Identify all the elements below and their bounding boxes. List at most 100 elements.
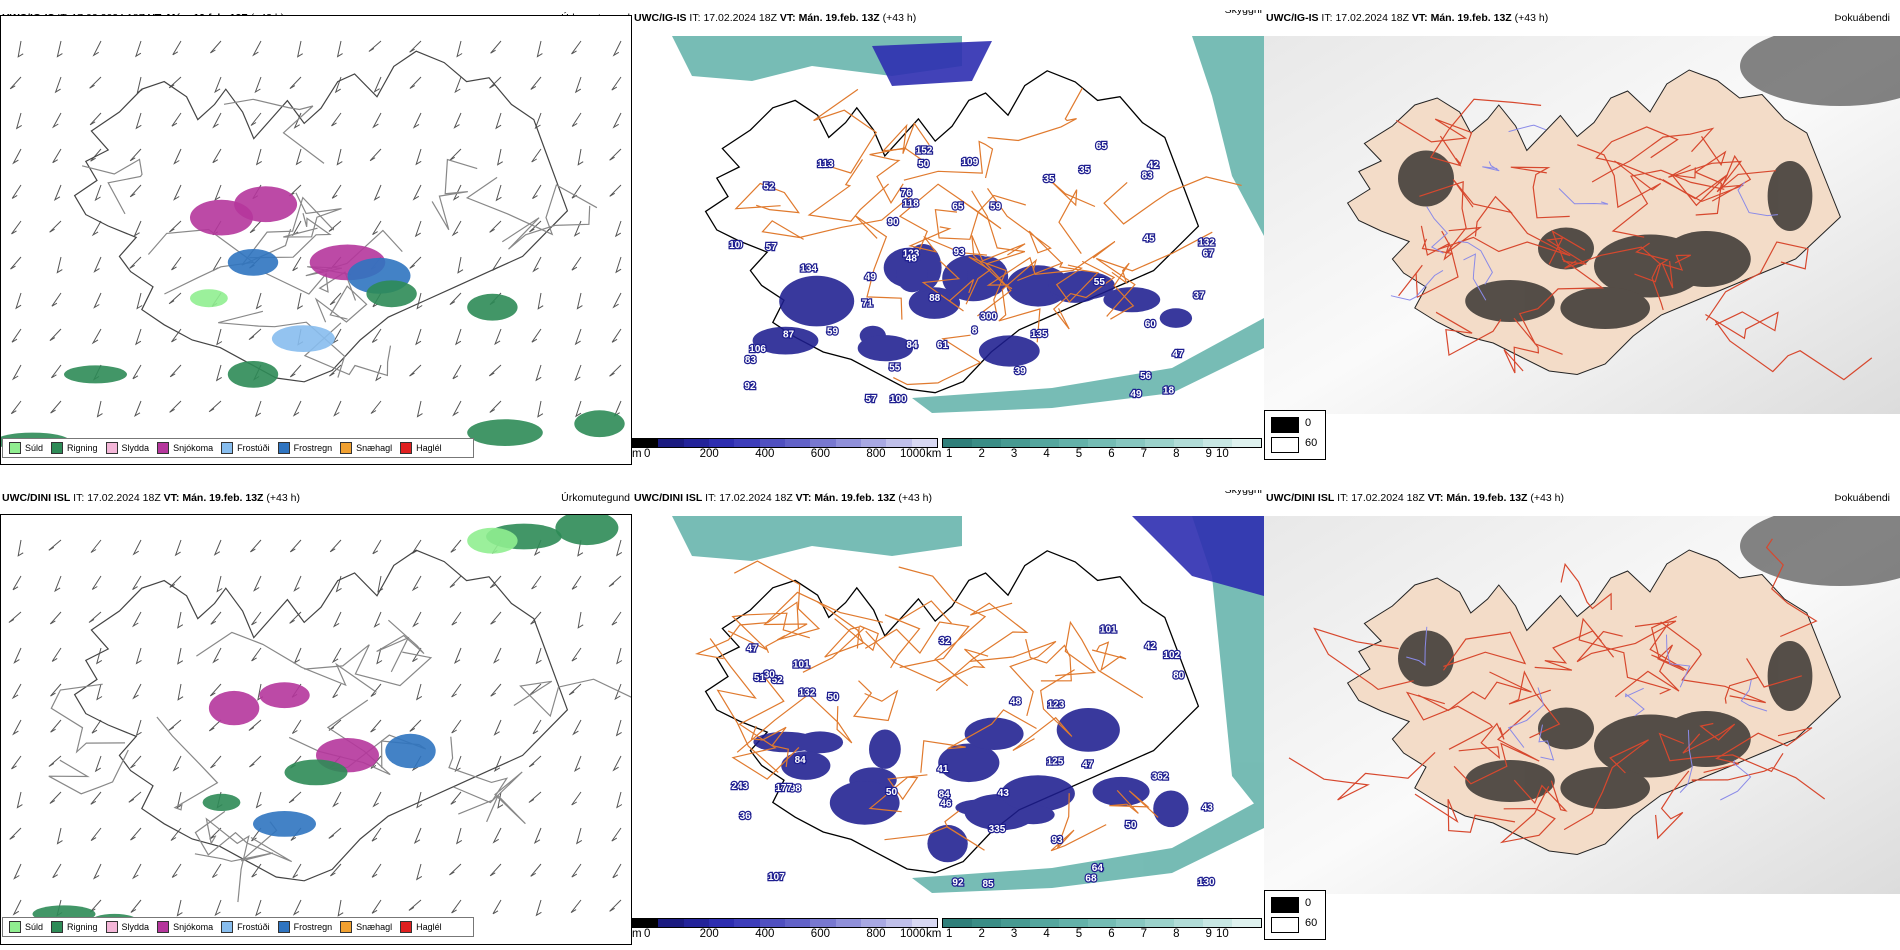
wind-barb [571, 112, 582, 127]
wind-barb [15, 292, 22, 310]
wind-barb [452, 184, 462, 201]
colorbar-segment [835, 439, 861, 447]
scale-tick-label: 400 [755, 928, 775, 940]
precip-area [467, 293, 518, 321]
visibility-value-label: 98 [790, 783, 802, 794]
visibility-value-label: 55 [889, 362, 901, 373]
road [986, 241, 1116, 286]
wind-barb [573, 220, 582, 237]
fog-label-60: 60 [1305, 437, 1318, 449]
wind-barb [331, 112, 342, 127]
road [1436, 208, 1571, 257]
visibility-colorbar-km [942, 438, 1262, 448]
road [453, 771, 526, 825]
road [1724, 658, 1802, 704]
visibility-value-label: 71 [862, 298, 874, 309]
low-visibility-patch [1001, 775, 1075, 812]
wind-barb [409, 256, 422, 269]
wind-barb [373, 184, 382, 201]
road [1564, 246, 1662, 283]
wind-barb [489, 400, 502, 413]
wind-barb [251, 647, 262, 662]
wind-barb [577, 539, 584, 557]
scale-unit-km: km [926, 928, 942, 940]
visibility-value-label: 57 [865, 394, 877, 405]
wind-barb [292, 863, 302, 879]
wind-barb [249, 755, 262, 768]
road [448, 736, 509, 815]
scale-tick-label: 4 [1043, 928, 1050, 940]
legend-swatch [9, 442, 21, 454]
wind-barb [168, 719, 182, 731]
road [864, 621, 970, 669]
scale-tick-label: 1000 [900, 928, 926, 940]
colorbar-segment [633, 919, 659, 927]
colorbar-segment [1174, 439, 1204, 447]
legend-label: Snjókoma [173, 443, 214, 453]
wind-barb [130, 755, 142, 769]
wind-barb [171, 328, 182, 343]
visibility-value-label: 50 [828, 692, 840, 703]
wind-barb [173, 148, 182, 165]
wind-barb [334, 76, 342, 94]
wind-barb [449, 292, 462, 306]
wind-barb [575, 827, 583, 845]
low-visibility-patch [1056, 708, 1120, 752]
wind-barb [574, 364, 582, 382]
visibility-value-label: 130 [1198, 877, 1215, 888]
river [1482, 161, 1500, 172]
legend-label: Snæhagl [356, 443, 393, 453]
road [761, 194, 912, 240]
visibility-value-label: 55 [1094, 277, 1106, 288]
visibility-value-label: 48 [906, 253, 918, 264]
wind-barb [52, 148, 62, 164]
sea-fog-area [912, 798, 1264, 893]
wind-barb [177, 647, 184, 665]
map-background [1, 515, 631, 944]
wind-barb [488, 364, 502, 377]
low-visibility-patch [964, 717, 1024, 750]
wind-barb [612, 755, 622, 772]
wind-barb [532, 256, 542, 273]
wind-barb [413, 827, 422, 845]
wind-barb [371, 899, 382, 914]
wind-barb [215, 364, 222, 382]
scale-tick-label: 10 [1216, 928, 1229, 940]
legend-label: Súld [25, 443, 44, 453]
legend-label: Frostregn [293, 922, 333, 932]
colorbar-segment [1232, 439, 1261, 447]
legend-swatch [9, 921, 21, 933]
road [303, 322, 392, 377]
wind-barb [216, 575, 223, 593]
road [802, 618, 879, 673]
visibility-value-label: 45 [1143, 234, 1155, 245]
precip-areas [1, 186, 625, 451]
precip-legend: Súld Rigning Slydda Snjókoma Frostúði Frostre… [2, 438, 474, 458]
wind-barb [212, 647, 222, 664]
visibility-value-label: 43 [998, 788, 1010, 799]
precip-area [467, 419, 543, 446]
legend-swatch [157, 442, 170, 454]
wind-barb [208, 400, 222, 413]
wind-barb [571, 647, 582, 662]
wind-barb [54, 76, 62, 94]
visibility-value-label: 42 [1145, 641, 1157, 652]
wind-barb [90, 539, 102, 553]
road [1313, 627, 1414, 691]
river [1538, 724, 1555, 761]
wind-barb [171, 112, 182, 127]
wind-barb [216, 328, 223, 346]
fog-map [1264, 36, 1900, 414]
map-background [1, 16, 631, 464]
visibility-value-label: 362 [1152, 771, 1169, 782]
road [1012, 669, 1075, 752]
fog-dark-patches [1398, 150, 1813, 329]
visibility-colorbar-km [942, 918, 1262, 928]
wind-barb [612, 112, 622, 129]
wind-barb [450, 539, 462, 553]
init-time: 17.02.2024 18Z [87, 492, 161, 504]
wind-barb [168, 76, 182, 89]
road [1288, 751, 1436, 801]
road [156, 716, 219, 811]
colorbar-segment [784, 919, 811, 927]
